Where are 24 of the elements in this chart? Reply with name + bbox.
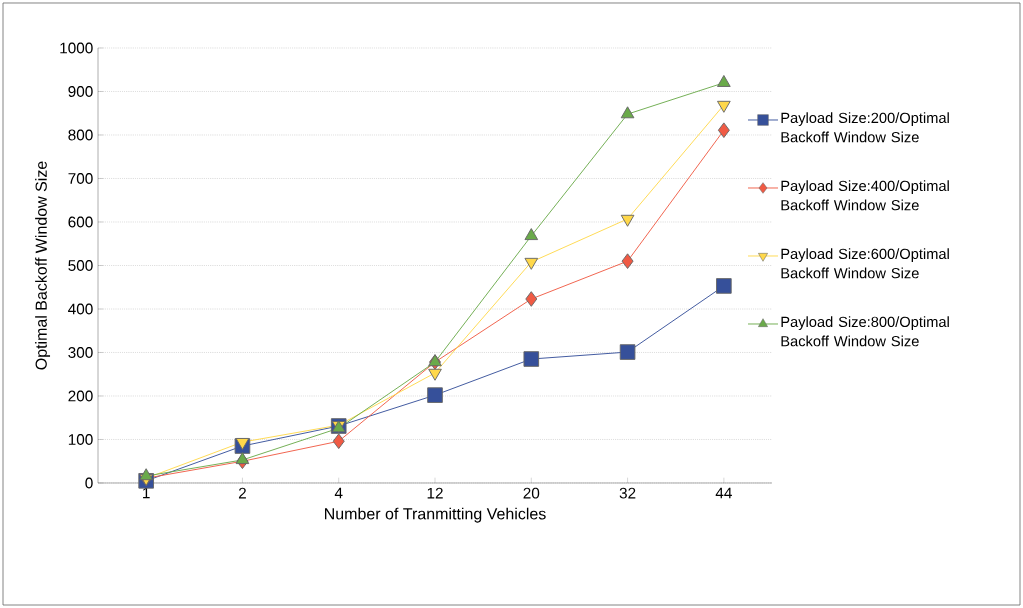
y-tick-label: 600: [68, 216, 93, 228]
y-tick-label: 200: [68, 390, 93, 402]
y-tick-label: 700: [68, 173, 93, 184]
y-tick-label: 900: [68, 86, 93, 97]
x-tick-label: 20: [523, 487, 540, 499]
y-tick-label: 300: [68, 347, 93, 358]
y-tick-label: 800: [68, 129, 93, 141]
x-axis-title: Number of Tranmitting Vehicles: [325, 507, 546, 523]
y-axis-title: Optimal Backoff Window Size: [35, 161, 51, 370]
x-tick-label: 44: [715, 487, 732, 499]
y-tick-label: 0: [85, 477, 93, 489]
y-tick-label: 1000: [60, 42, 93, 54]
y-tick-label: 100: [68, 434, 93, 445]
x-tick-label: 1: [143, 487, 150, 499]
legend-label: Payload Size:200/Optimal Backoff Window Size: [781, 112, 949, 143]
legend-label: Payload Size:600/Optimal Backoff Window Size: [781, 248, 949, 279]
x-tick-label: 4: [334, 487, 343, 499]
legend-label: Payload Size:800/Optimal Backoff Window Size: [781, 316, 949, 347]
x-tick-label: 32: [619, 487, 636, 499]
legend-label: Payload Size:400/Optimal Backoff Window Size: [781, 180, 949, 211]
x-tick-label: 12: [427, 487, 443, 499]
y-tick-label: 500: [68, 260, 93, 271]
x-tick-label: 2: [238, 487, 246, 499]
y-tick-label: 400: [68, 303, 93, 315]
